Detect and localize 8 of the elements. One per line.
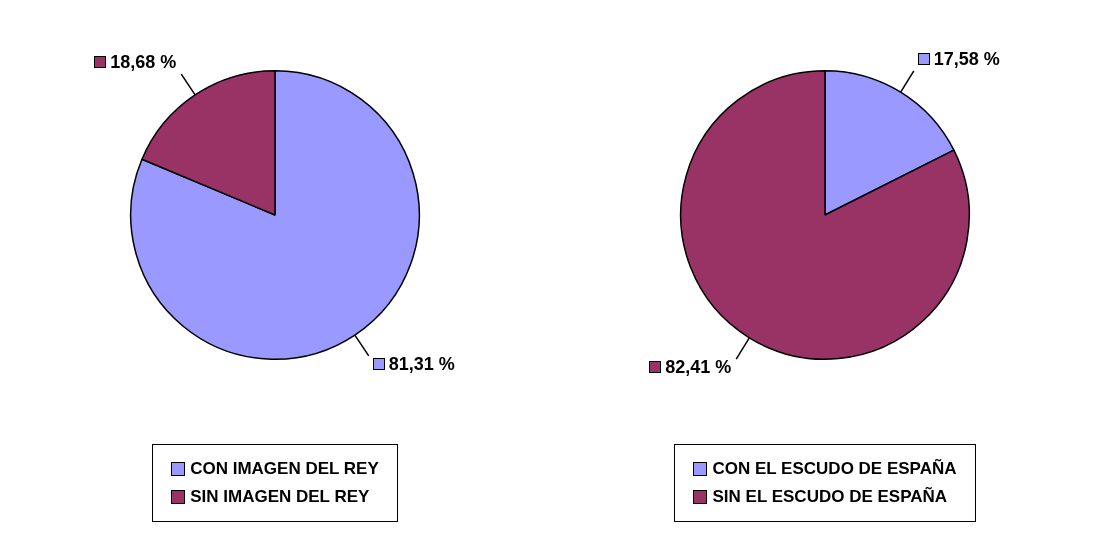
legend-label: SIN EL ESCUDO DE ESPAÑA bbox=[712, 487, 948, 507]
data-label: 82,41 % bbox=[665, 357, 732, 378]
legend-label: SIN IMAGEN DEL REY bbox=[190, 487, 370, 507]
data-label: 18,68 % bbox=[110, 52, 177, 73]
legend-label: CON IMAGEN DEL REY bbox=[190, 459, 379, 479]
legend-label: CON EL ESCUDO DE ESPAÑA bbox=[712, 459, 957, 479]
data-label: 17,58 % bbox=[933, 48, 1000, 69]
data-label: 81,31 % bbox=[388, 353, 455, 374]
